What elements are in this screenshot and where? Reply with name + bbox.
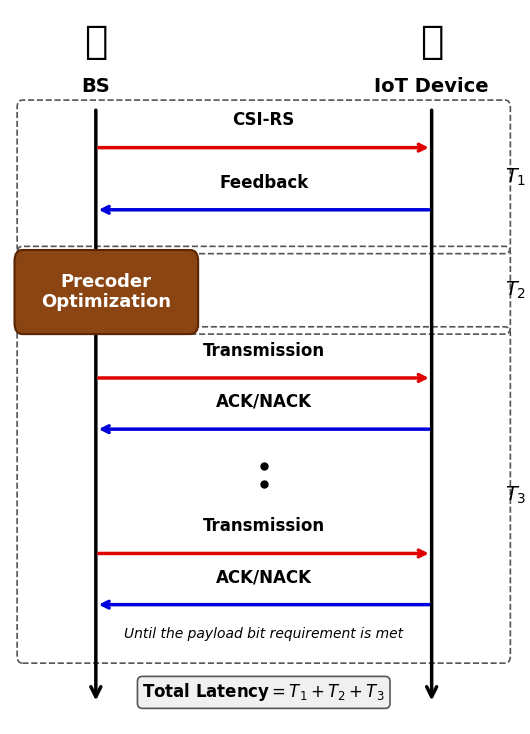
Text: ACK/NACK: ACK/NACK [216, 393, 312, 411]
Text: 🗼: 🗼 [84, 23, 108, 61]
Text: $T_3$: $T_3$ [505, 484, 526, 506]
Text: IoT Device: IoT Device [374, 78, 489, 96]
Text: BS: BS [82, 78, 110, 96]
Text: $\mathbf{Total\ Latency} = \mathit{T}_1 + \mathit{T}_2 + \mathit{T}_3$: $\mathbf{Total\ Latency} = \mathit{T}_1 … [143, 681, 385, 703]
Text: Until the payload bit requirement is met: Until the payload bit requirement is met [124, 627, 403, 641]
Text: CSI-RS: CSI-RS [233, 112, 295, 129]
FancyBboxPatch shape [14, 250, 198, 334]
Text: $T_1$: $T_1$ [505, 166, 526, 187]
Text: $T_2$: $T_2$ [505, 280, 526, 301]
Text: ACK/NACK: ACK/NACK [216, 568, 312, 586]
Text: Transmission: Transmission [202, 342, 325, 360]
Text: Precoder
Optimization: Precoder Optimization [41, 272, 171, 311]
Text: 🦾: 🦾 [420, 23, 443, 61]
Text: Transmission: Transmission [202, 517, 325, 535]
Text: Feedback: Feedback [219, 173, 308, 192]
